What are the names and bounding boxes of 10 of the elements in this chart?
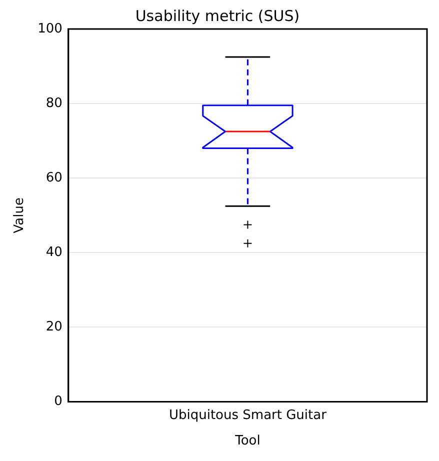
y-tick-label: 80 (46, 96, 62, 111)
y-tick-label: 20 (46, 320, 62, 335)
y-tick-label: 100 (38, 21, 62, 36)
chart-title: Usability metric (SUS) (135, 6, 300, 25)
x-axis-title: Tool (234, 434, 260, 449)
y-tick-label: 0 (54, 394, 62, 410)
x-tick-label: Ubiquitous Smart Guitar (168, 408, 328, 423)
y-axis-title: Value (12, 198, 28, 234)
y-tick-label: 40 (46, 245, 62, 260)
y-tick-label: 60 (46, 170, 62, 186)
